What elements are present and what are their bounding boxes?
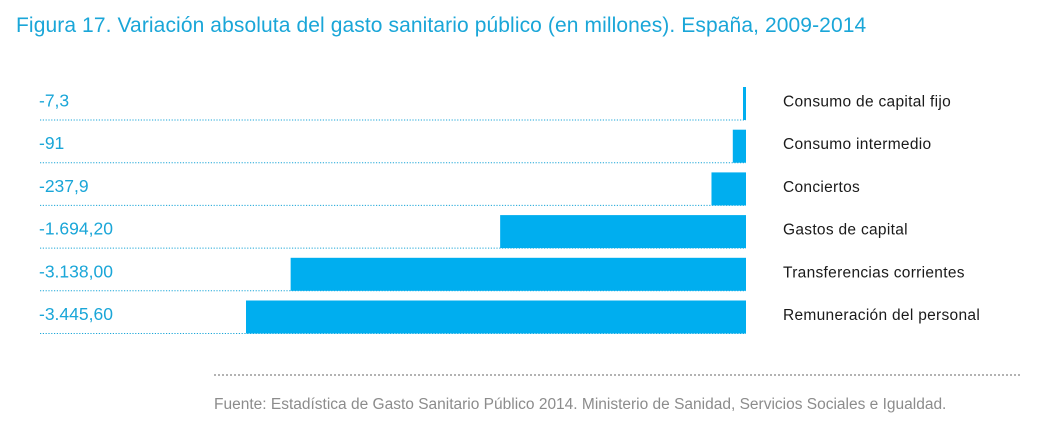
bar (732, 129, 746, 163)
value-label: -237,9 (39, 176, 89, 196)
category-label: Transferencias corrientes (783, 264, 965, 281)
source-divider (214, 374, 1020, 376)
bar (500, 215, 746, 249)
category-label: Consumo de capital fijo (783, 94, 951, 111)
value-label: -3.138,00 (39, 261, 113, 281)
bar (246, 300, 746, 334)
category-label: Conciertos (783, 179, 860, 196)
bar (711, 172, 746, 206)
category-label: Remuneración del personal (783, 307, 980, 324)
value-label: -1.694,20 (39, 219, 113, 239)
value-label: -3.445,60 (39, 304, 113, 324)
bar-chart: -7,3 Consumo de capital fijo -91 Consumo in… (39, 87, 980, 334)
value-label: -7,3 (39, 91, 69, 111)
source-note: Fuente: Estadística de Gasto Sanitario P… (214, 396, 947, 413)
value-label: -91 (39, 133, 64, 153)
category-label: Gastos de capital (783, 222, 908, 239)
bar (290, 257, 746, 291)
chart-title: Figura 17. Variación absoluta del gasto … (16, 14, 867, 37)
bar (743, 87, 746, 120)
category-label: Consumo intermedio (783, 136, 931, 153)
